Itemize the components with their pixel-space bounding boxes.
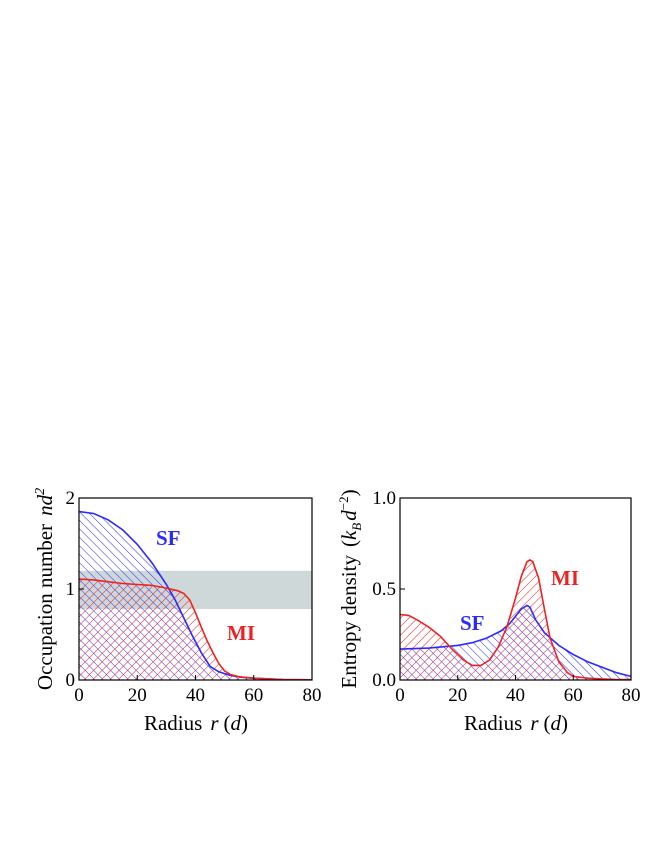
right-x-tick-label: 20 xyxy=(448,685,467,706)
right-sf-label: SF xyxy=(460,611,485,635)
left-x-tick-label: 20 xyxy=(128,685,147,706)
right-xlabel-unit: d xyxy=(551,711,562,735)
right-y-tick-label: 0.0 xyxy=(372,670,396,691)
right-mi-line xyxy=(400,558,631,680)
left-x-tick-label: 60 xyxy=(244,685,263,706)
right-mi-label: MI xyxy=(551,566,579,590)
left-mi-line xyxy=(79,578,312,680)
left-y-axis-label: Occupation number nd2 xyxy=(33,488,57,690)
left-x-tick-label: 40 xyxy=(186,685,205,706)
left-xlabel-var: r xyxy=(210,711,219,735)
left-xlabel-prefix: Radius xyxy=(144,711,202,735)
right-x-tick-label: 40 xyxy=(506,685,525,706)
left-mi-label: MI xyxy=(227,621,255,645)
left-panel: 0 20 40 60 80 0 1 2 SF MI Radius r (d) Occupation… xyxy=(33,488,322,735)
right-ylabel-d: d xyxy=(337,510,361,521)
right-ylabel-d-sup: −2 xyxy=(336,496,351,510)
left-x-tick-label: 80 xyxy=(303,685,322,706)
right-xlabel-var: r xyxy=(530,711,539,735)
right-xlabel-prefix: Radius xyxy=(464,711,522,735)
right-ylabel-kb-sub: B xyxy=(349,523,364,531)
left-plot-area xyxy=(79,510,312,680)
right-x-tick-label: 0 xyxy=(395,685,405,706)
right-ticks: 0 20 40 60 80 0.0 0.5 1.0 xyxy=(372,488,640,706)
right-y-tick-label: 0.5 xyxy=(372,579,396,600)
left-sf-label: SF xyxy=(156,526,181,550)
left-y-tick-label: 1 xyxy=(66,579,76,600)
right-panel: 0 20 40 60 80 0.0 0.5 1.0 SF MI Radius r (d) Entr… xyxy=(336,488,641,735)
left-ylabel-sup: 2 xyxy=(33,488,48,495)
left-ylabel-text: Occupation number xyxy=(33,524,57,690)
left-ticks: 0 20 40 60 80 0 1 2 xyxy=(66,488,322,706)
left-x-tick-label: 0 xyxy=(74,685,84,706)
right-x-axis-label: Radius r (d) xyxy=(464,711,568,735)
right-ylabel-text: Entropy density xyxy=(337,555,361,689)
right-sf-line xyxy=(400,604,631,678)
right-y-tick-label: 1.0 xyxy=(372,488,396,509)
right-y-axis-label: Entropy density(kBd−2) xyxy=(336,489,364,688)
left-xlabel-unit: d xyxy=(231,711,242,735)
right-ylabel-kb: k xyxy=(337,530,361,540)
right-x-tick-label: 80 xyxy=(622,685,641,706)
right-x-tick-label: 60 xyxy=(564,685,583,706)
left-y-tick-label: 2 xyxy=(66,488,76,509)
left-x-axis-label: Radius r (d) xyxy=(144,711,248,735)
left-ylabel-var: nd xyxy=(33,494,57,516)
right-plot-area xyxy=(400,558,631,680)
right-mi-area xyxy=(400,559,631,680)
left-mi-area xyxy=(79,579,312,680)
left-y-tick-label: 0 xyxy=(66,670,76,691)
